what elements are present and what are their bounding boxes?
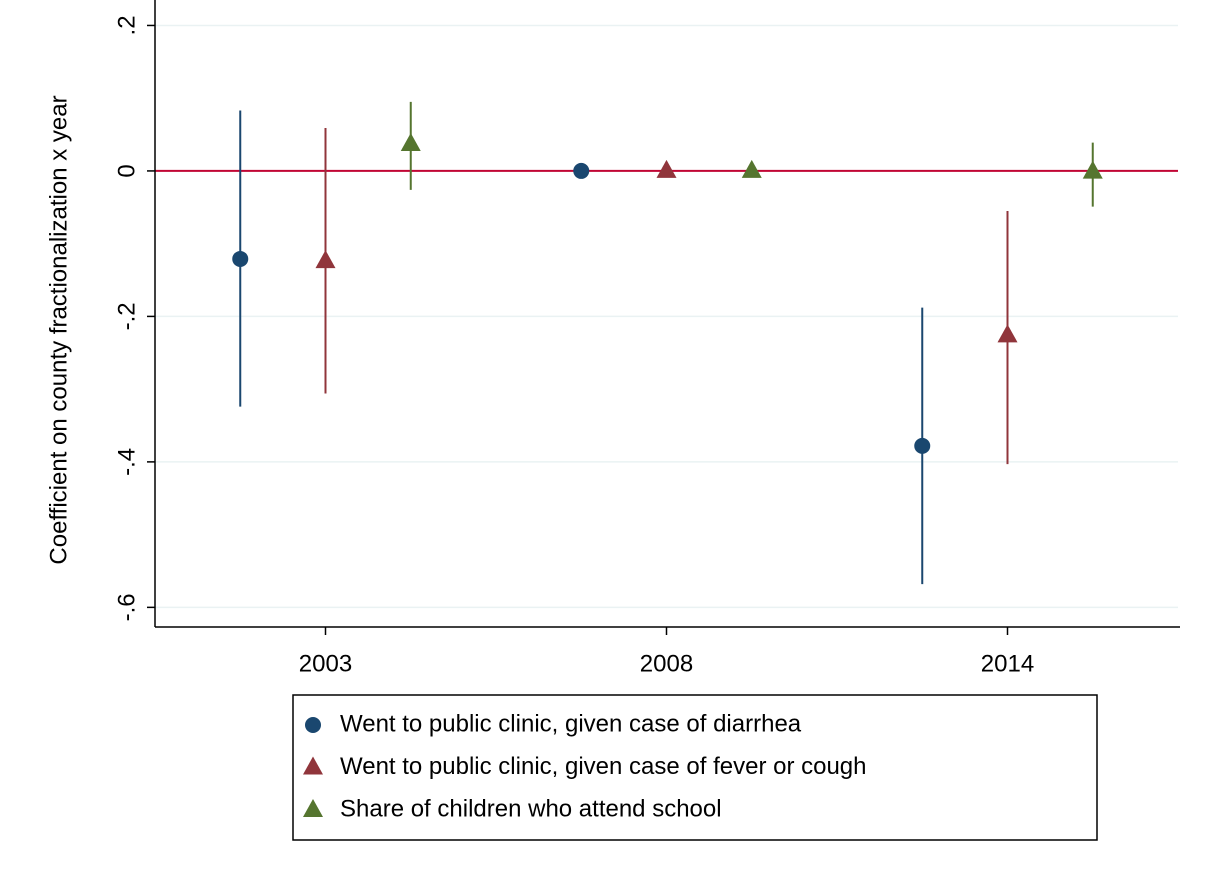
x-tick-label: 2014 — [981, 650, 1034, 677]
x-tick-label: 2003 — [299, 650, 352, 677]
point — [656, 159, 677, 178]
point — [997, 324, 1018, 343]
x-tick-label: 2008 — [640, 650, 693, 677]
point — [305, 717, 321, 733]
point — [914, 437, 931, 454]
point — [315, 250, 336, 269]
y-tick-label: -.6 — [113, 593, 140, 621]
y-tick-label: -.2 — [113, 302, 140, 330]
y-tick-label: .2 — [113, 15, 140, 35]
point — [400, 133, 421, 152]
point — [303, 799, 323, 817]
y-axis-label: Coefficient on county fractionalization … — [45, 95, 72, 564]
legend-box — [292, 694, 1098, 841]
legend-label: Share of children who attend school — [340, 795, 722, 822]
y-tick-label: 0 — [113, 164, 140, 177]
legend-label: Went to public clinic, given case of dia… — [340, 710, 802, 737]
point — [573, 162, 590, 179]
point — [232, 250, 249, 267]
point — [303, 756, 323, 775]
point — [1082, 160, 1103, 179]
y-tick-label: -.4 — [113, 448, 140, 476]
point — [741, 159, 762, 178]
legend-label: Went to public clinic, given case of fev… — [340, 753, 867, 780]
